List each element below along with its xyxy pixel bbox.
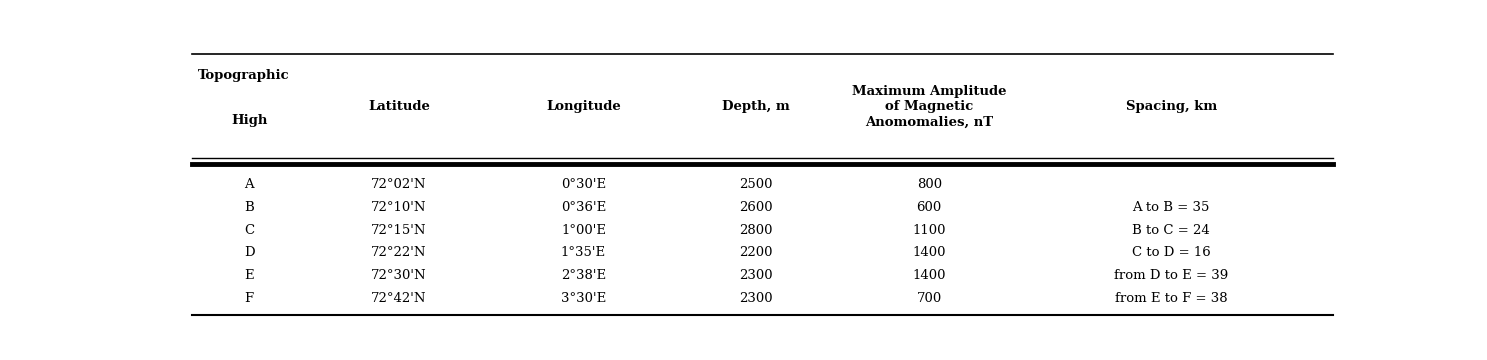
Text: 1400: 1400: [913, 246, 946, 259]
Text: 2600: 2600: [739, 201, 773, 214]
Text: Topographic: Topographic: [198, 68, 288, 82]
Text: Latitude: Latitude: [369, 100, 430, 113]
Text: 3°30'E: 3°30'E: [561, 292, 607, 305]
Text: 2300: 2300: [739, 269, 773, 282]
Text: A to B = 35: A to B = 35: [1133, 201, 1210, 214]
Text: 72°15'N: 72°15'N: [372, 224, 427, 237]
Text: High: High: [230, 114, 268, 127]
Text: E: E: [244, 269, 254, 282]
Text: Maximum Amplitude
of Magnetic
Anomomalies, nT: Maximum Amplitude of Magnetic Anomomalie…: [852, 85, 1007, 129]
Text: from D to E = 39: from D to E = 39: [1114, 269, 1228, 282]
Text: 0°30'E: 0°30'E: [561, 178, 607, 191]
Text: Longitude: Longitude: [546, 100, 622, 113]
Text: C to D = 16: C to D = 16: [1132, 246, 1210, 259]
Text: B to C = 24: B to C = 24: [1132, 224, 1210, 237]
Text: 2300: 2300: [739, 292, 773, 305]
Text: 1°00'E: 1°00'E: [561, 224, 607, 237]
Text: 700: 700: [916, 292, 941, 305]
Text: D: D: [244, 246, 254, 259]
Text: 2200: 2200: [739, 246, 773, 259]
Text: 72°30'N: 72°30'N: [372, 269, 427, 282]
Text: Spacing, km: Spacing, km: [1126, 100, 1216, 113]
Text: B: B: [244, 201, 254, 214]
Text: 72°22'N: 72°22'N: [372, 246, 427, 259]
Text: 800: 800: [916, 178, 941, 191]
Text: 72°42'N: 72°42'N: [372, 292, 427, 305]
Text: C: C: [244, 224, 254, 237]
Text: 72°10'N: 72°10'N: [372, 201, 427, 214]
Text: 1100: 1100: [913, 224, 946, 237]
Text: 2500: 2500: [739, 178, 773, 191]
Text: 1400: 1400: [913, 269, 946, 282]
Text: A: A: [244, 178, 254, 191]
Text: from E to F = 38: from E to F = 38: [1115, 292, 1227, 305]
Text: 2800: 2800: [739, 224, 773, 237]
Text: 1°35'E: 1°35'E: [561, 246, 607, 259]
Text: Depth, m: Depth, m: [723, 100, 790, 113]
Text: 2°38'E: 2°38'E: [561, 269, 607, 282]
Text: 600: 600: [916, 201, 941, 214]
Text: 0°36'E: 0°36'E: [561, 201, 607, 214]
Text: 72°02'N: 72°02'N: [372, 178, 427, 191]
Text: F: F: [245, 292, 254, 305]
